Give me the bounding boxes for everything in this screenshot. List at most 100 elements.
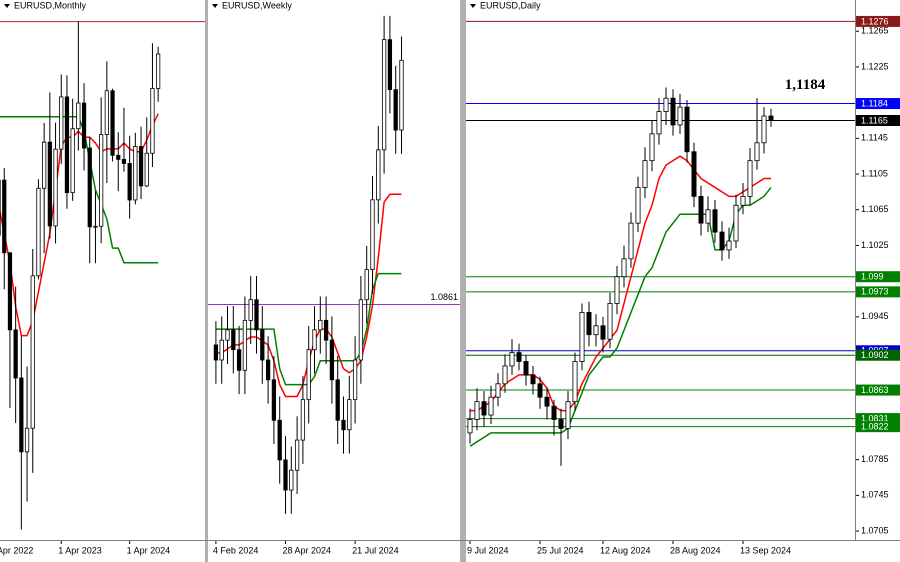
candle-body [642,160,648,188]
candle-body [558,419,564,429]
candle-body [42,141,47,189]
candle-body [231,329,236,351]
candle-body [607,303,613,340]
title-marker [470,4,476,8]
candle-body [754,142,760,162]
candle-body [329,339,335,381]
candle-body [13,329,18,379]
candle-body [733,204,739,242]
candle-body [358,299,364,361]
candle-body [352,359,358,401]
annotation: 1.0861 [430,292,458,302]
x-tick-label: 1 Apr 2024 [127,545,171,555]
candle-body [621,258,627,278]
candle-body [565,401,571,429]
candle-body [586,311,592,336]
chart-title: EURUSD,Daily [480,0,541,10]
candle-body [740,195,746,206]
candle-body [294,439,300,471]
candle-body [698,195,704,224]
level-label-box [856,15,900,27]
candle-body [104,90,109,135]
annotation: 1,1184 [785,77,826,93]
candle-body [341,419,346,431]
candle-body [502,365,508,385]
candle-body [705,209,711,224]
candle-body [7,252,13,331]
level-label-box [856,349,900,361]
candle-body [219,339,224,361]
x-tick-label: 28 Apr 2024 [283,545,332,555]
level-label: 1.1165 [861,115,888,125]
level-label: 1.1184 [861,98,888,108]
candle-body [551,405,557,420]
candle-body [110,90,115,156]
level-label: 1.0822 [861,422,889,432]
candle-body [335,379,340,421]
price-axis [856,0,900,540]
candle-body [761,115,767,144]
candle-body [579,311,585,362]
x-tick-label: 12 Aug 2024 [600,545,651,555]
candle-body [768,115,774,121]
level-label-box [856,271,900,283]
candle-body [593,325,599,336]
candle-body [59,96,64,150]
candle-body [649,133,655,162]
candle-body [53,148,58,227]
candle-body [544,396,550,407]
y-tick-label: 1.0945 [861,311,889,321]
candle-body [719,231,725,251]
title-marker [212,4,218,8]
candle-body [70,128,75,194]
candle-body [600,325,606,340]
candle-body [572,361,578,403]
candle-body [712,209,718,233]
candle-body [387,39,393,91]
indicator-line [470,155,771,412]
panel-divider [460,0,466,562]
candle-body [213,344,219,361]
candle-body [87,147,92,228]
chart-title: EURUSD,Weekly [222,0,292,10]
candle-body [265,359,271,381]
candle-body [30,275,35,429]
y-tick-label: 1.1145 [861,133,888,143]
candle-body [381,39,387,151]
candle-body [99,134,104,227]
candle-body [81,102,87,149]
y-tick-label: 1.1265 [861,26,889,36]
y-tick-label: 1.1025 [861,240,889,250]
x-tick-label: 28 Aug 2024 [670,545,721,555]
candle-body [156,53,161,89]
candle-body [19,377,24,453]
candle-body [467,419,473,434]
candle-body [509,352,515,367]
x-tick-label: 13 Sep 2024 [740,545,791,555]
candle-body [242,319,248,371]
candle-body [138,146,144,187]
candle-body [399,59,404,131]
level-label: 1.099 [861,272,884,282]
candle-body [656,111,662,135]
level-label: 1.0902 [861,350,889,360]
candle-body [670,97,676,126]
level-label-box [856,286,900,298]
candle-body [495,383,501,398]
candle-body [150,88,155,154]
indicator-line [0,113,159,337]
level-label-box [856,384,900,396]
candle-body [488,396,494,416]
candle-body [691,151,697,197]
y-tick-label: 1.0705 [861,525,889,535]
y-tick-label: 1.0785 [861,454,889,464]
candle-body [726,240,732,251]
candle-body [530,374,536,385]
candle-body [663,97,669,112]
candle-body [370,199,375,271]
candle-body [76,102,81,130]
candle-body [254,299,259,331]
candle-body [364,269,369,301]
candle-body [93,225,98,228]
candle-body [376,149,381,201]
